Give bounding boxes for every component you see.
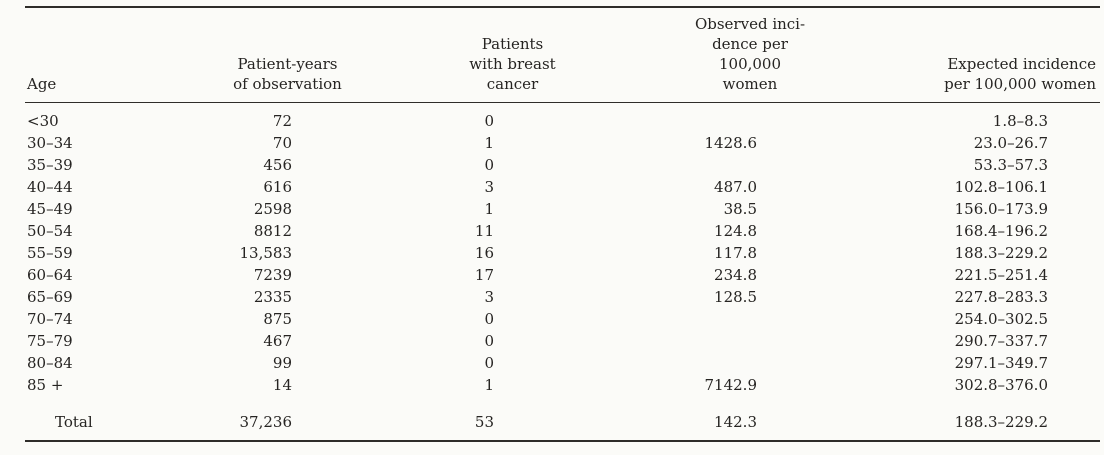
observed-incidence-cell: 38.5 bbox=[723, 200, 757, 218]
age-cell: 70–74 bbox=[27, 310, 73, 328]
expected-incidence-cell: 254.0–302.5 bbox=[954, 310, 1048, 328]
observed-incidence-cell: 1428.6 bbox=[704, 134, 758, 152]
age-cell: 60–64 bbox=[27, 266, 73, 284]
patient-years-cell: 616 bbox=[263, 178, 292, 196]
table-row: 85 + 14 1 7142.9 302.8–376.0 bbox=[25, 374, 1100, 396]
patient-years-cell: 7239 bbox=[253, 266, 292, 284]
patient-years-cell: 99 bbox=[272, 354, 292, 372]
patients-cell: 1 bbox=[484, 376, 494, 394]
observed-incidence-cell bbox=[625, 308, 875, 330]
age-cell: 45–49 bbox=[27, 200, 73, 218]
observed-incidence-cell: 117.8 bbox=[714, 244, 757, 262]
age-cell: 55–59 bbox=[27, 244, 73, 262]
patients-cell: 3 bbox=[484, 178, 494, 196]
patients-cell: 0 bbox=[484, 112, 494, 130]
patients-cell: 0 bbox=[484, 332, 494, 350]
patients-cell: 0 bbox=[484, 354, 494, 372]
age-cell: 30–34 bbox=[27, 134, 73, 152]
total-observed-incidence-cell: 142.3 bbox=[714, 413, 757, 431]
total-patient-years-cell: 37,236 bbox=[239, 413, 293, 431]
age-cell: 65–69 bbox=[27, 288, 73, 306]
header-row: Age Patient-years of observation Patient… bbox=[25, 7, 1100, 103]
col-header-patients-with-breast-cancer: Patients with breast cancer bbox=[400, 7, 625, 103]
observed-incidence-cell: 124.8 bbox=[714, 222, 757, 240]
patients-cell: 16 bbox=[474, 244, 494, 262]
observed-incidence-cell bbox=[625, 352, 875, 374]
patient-years-cell: 13,583 bbox=[239, 244, 293, 262]
expected-incidence-cell: 302.8–376.0 bbox=[954, 376, 1048, 394]
observed-incidence-cell: 128.5 bbox=[714, 288, 757, 306]
patient-years-cell: 14 bbox=[272, 376, 292, 394]
expected-incidence-cell: 290.7–337.7 bbox=[954, 332, 1048, 350]
table-row: <30 72 0 1.8–8.3 bbox=[25, 103, 1100, 133]
observed-incidence-cell: 7142.9 bbox=[704, 376, 758, 394]
observed-incidence-cell bbox=[625, 330, 875, 352]
table-row: 75–79 467 0 290.7–337.7 bbox=[25, 330, 1100, 352]
expected-incidence-cell: 23.0–26.7 bbox=[973, 134, 1048, 152]
patient-years-cell: 72 bbox=[272, 112, 292, 130]
total-row: Total 37,236 53 142.3 188.3–229.2 bbox=[25, 396, 1100, 441]
col-header-observed-incidence: Observed inci- dence per 100,000 women bbox=[625, 7, 875, 103]
expected-incidence-cell: 297.1–349.7 bbox=[954, 354, 1048, 372]
observed-incidence-cell: 234.8 bbox=[714, 266, 757, 284]
col-header-patient-years: Patient-years of observation bbox=[175, 7, 400, 103]
observed-incidence-cell bbox=[625, 103, 875, 133]
age-cell: 80–84 bbox=[27, 354, 73, 372]
patient-years-cell: 8812 bbox=[253, 222, 292, 240]
table-row: 50–54 8812 11 124.8 168.4–196.2 bbox=[25, 220, 1100, 242]
patient-years-cell: 875 bbox=[263, 310, 292, 328]
patients-cell: 3 bbox=[484, 288, 494, 306]
age-cell: 75–79 bbox=[27, 332, 73, 350]
patient-years-cell: 467 bbox=[263, 332, 292, 350]
table-row: 65–69 2335 3 128.5 227.8–283.3 bbox=[25, 286, 1100, 308]
observed-incidence-cell bbox=[625, 154, 875, 176]
total-label-cell: Total bbox=[55, 413, 93, 431]
patient-years-cell: 2335 bbox=[253, 288, 292, 306]
breast-cancer-incidence-table: Age Patient-years of observation Patient… bbox=[25, 6, 1100, 442]
patients-cell: 1 bbox=[484, 134, 494, 152]
table-row: 80–84 99 0 297.1–349.7 bbox=[25, 352, 1100, 374]
table-row: 45–49 2598 1 38.5 156.0–173.9 bbox=[25, 198, 1100, 220]
patient-years-cell: 456 bbox=[263, 156, 292, 174]
patient-years-cell: 70 bbox=[272, 134, 292, 152]
table-row: 55–59 13,583 16 117.8 188.3–229.2 bbox=[25, 242, 1100, 264]
table-row: 30–34 70 1 1428.6 23.0–26.7 bbox=[25, 132, 1100, 154]
expected-incidence-cell: 156.0–173.9 bbox=[954, 200, 1048, 218]
table-row: 40–44 616 3 487.0 102.8–106.1 bbox=[25, 176, 1100, 198]
patients-cell: 0 bbox=[484, 156, 494, 174]
expected-incidence-cell: 221.5–251.4 bbox=[954, 266, 1048, 284]
col-header-expected-incidence: Expected incidence per 100,000 women bbox=[875, 7, 1100, 103]
expected-incidence-cell: 227.8–283.3 bbox=[954, 288, 1048, 306]
patients-cell: 17 bbox=[474, 266, 494, 284]
table-row: 70–74 875 0 254.0–302.5 bbox=[25, 308, 1100, 330]
col-header-age: Age bbox=[25, 7, 175, 103]
age-cell: 50–54 bbox=[27, 222, 73, 240]
expected-incidence-cell: 168.4–196.2 bbox=[954, 222, 1048, 240]
age-cell: 85 + bbox=[27, 376, 64, 394]
table-row: 60–64 7239 17 234.8 221.5–251.4 bbox=[25, 264, 1100, 286]
expected-incidence-cell: 102.8–106.1 bbox=[954, 178, 1048, 196]
expected-incidence-cell: 53.3–57.3 bbox=[973, 156, 1048, 174]
total-expected-incidence-cell: 188.3–229.2 bbox=[954, 413, 1048, 431]
observed-incidence-cell: 487.0 bbox=[714, 178, 757, 196]
patients-cell: 11 bbox=[474, 222, 494, 240]
patient-years-cell: 2598 bbox=[253, 200, 292, 218]
total-patients-cell: 53 bbox=[474, 413, 494, 431]
expected-incidence-cell: 1.8–8.3 bbox=[992, 112, 1048, 130]
age-cell: <30 bbox=[27, 112, 59, 130]
age-cell: 35–39 bbox=[27, 156, 73, 174]
age-cell: 40–44 bbox=[27, 178, 73, 196]
table-row: 35–39 456 0 53.3–57.3 bbox=[25, 154, 1100, 176]
patients-cell: 1 bbox=[484, 200, 494, 218]
expected-incidence-cell: 188.3–229.2 bbox=[954, 244, 1048, 262]
patients-cell: 0 bbox=[484, 310, 494, 328]
